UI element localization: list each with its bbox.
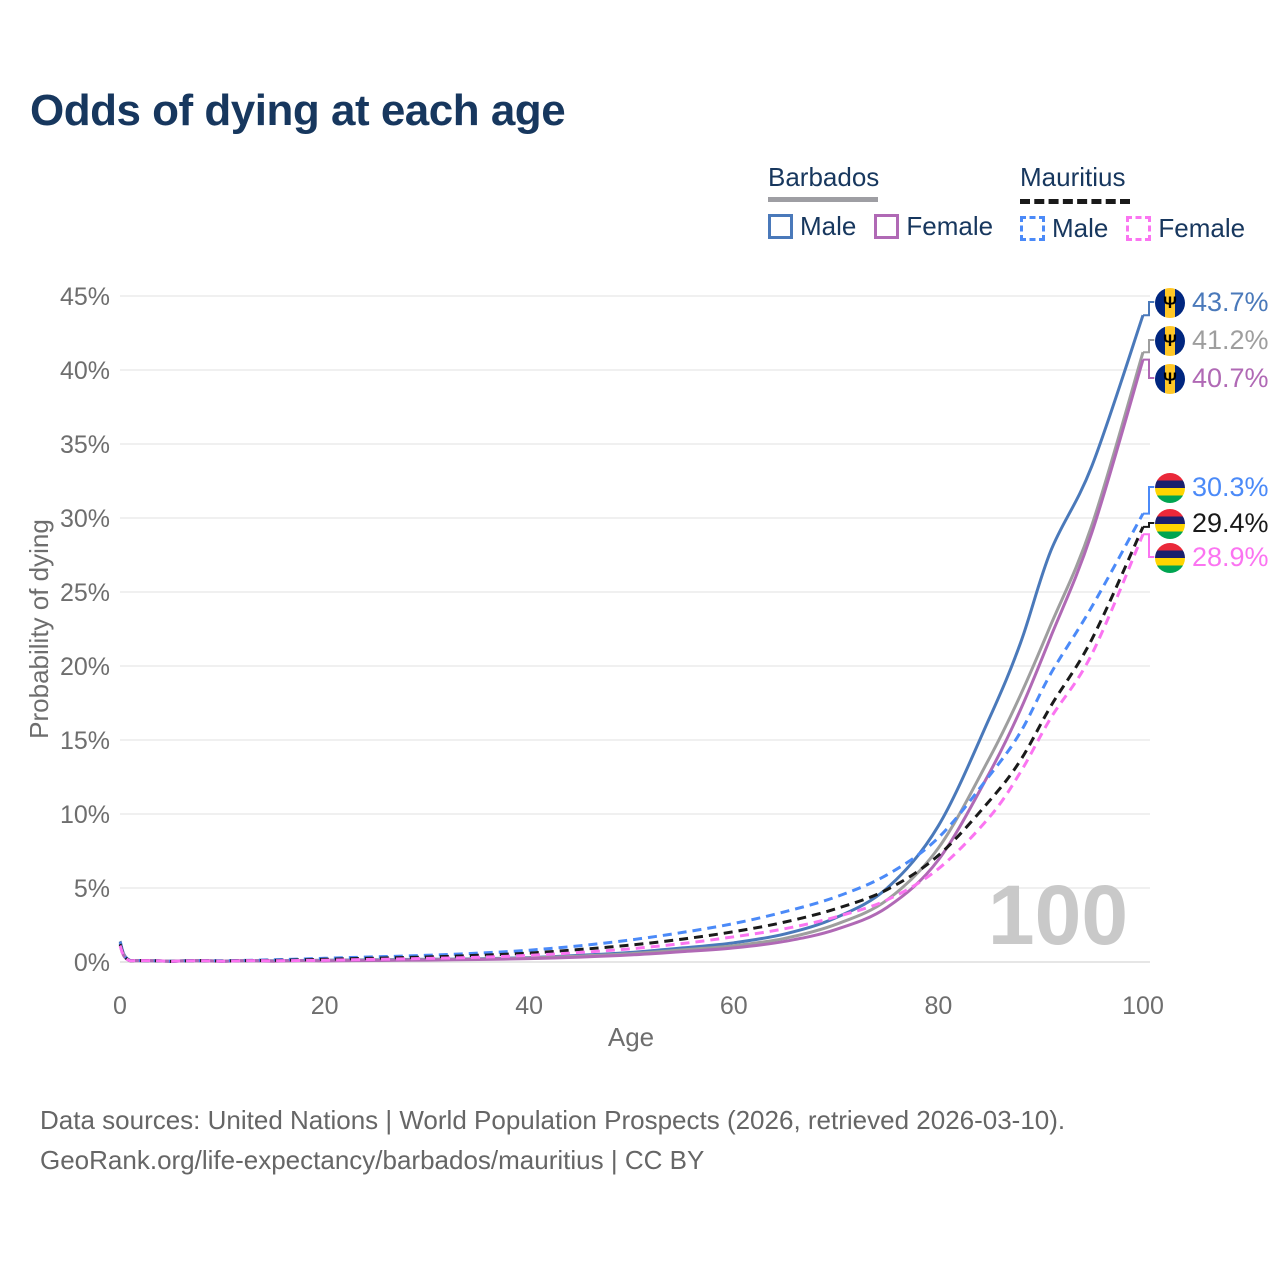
series-line-barbados-male [118, 314, 1145, 963]
grid-layer: 0% 5% 10% 15% 20% 25% 30% 35% 40% 45% 0 20 40 60 80 100 [60, 283, 1164, 1020]
legend-barbados-female-label: Female [906, 211, 994, 241]
x-tick-60: 60 [720, 992, 748, 1020]
y-tick-10: 10% [60, 801, 110, 829]
legend-mauritius-title: Mauritius [1020, 162, 1126, 192]
x-axis-title: Age [608, 1022, 654, 1052]
y-tick-0: 0% [74, 949, 110, 977]
age-watermark: 100 [988, 868, 1128, 962]
series-line-barbados-female [118, 359, 1145, 963]
legend-barbados-male-checkbox[interactable] [768, 214, 793, 239]
y-tick-30: 30% [60, 505, 110, 533]
legend-mauritius-female-label: Female [1158, 213, 1246, 243]
y-tick-25: 25% [60, 579, 110, 607]
leader-line-mauritius-male [1143, 486, 1155, 515]
series-line-mauritius-female [118, 533, 1145, 963]
legend-mauritius-male-checkbox[interactable] [1020, 216, 1045, 241]
leader-line-mauritius-both-sexes [1143, 522, 1155, 528]
legend-group-mauritius: Mauritius Male Female [1020, 162, 1263, 244]
legend-barbados-title: Barbados [768, 162, 880, 192]
x-tick-20: 20 [311, 992, 339, 1020]
y-tick-20: 20% [60, 653, 110, 681]
legend-barbados-female-checkbox[interactable] [874, 214, 900, 239]
leader-line-barbados-male [1143, 301, 1155, 317]
page-title: Odds of dying at each age [30, 86, 566, 135]
leader-line-mauritius-female [1143, 533, 1155, 558]
footer-data-sources: Data sources: United Nations | World Pop… [40, 1105, 1066, 1135]
leader-line-barbados-both-sexes [1143, 339, 1155, 354]
legend-barbados-underline [768, 197, 878, 202]
footer-attribution: GeoRank.org/life-expectancy/barbados/mau… [40, 1145, 705, 1176]
y-axis-title: Probability of dying [24, 519, 54, 739]
legend-mauritius-items: Male Female [1020, 213, 1263, 244]
y-tick-35: 35% [60, 431, 110, 459]
legend-mauritius-male-label: Male [1052, 213, 1109, 243]
leader-line-barbados-female [1143, 358, 1155, 379]
legend-mauritius-underline [1020, 199, 1130, 204]
x-tick-40: 40 [515, 992, 543, 1020]
footer: Data sources: United Nations | World Pop… [40, 1100, 1065, 1181]
odds-of-dying-chart[interactable]: 0% 5% 10% 15% 20% 25% 30% 35% 40% 45% 0 20 40 60 80 100… [0, 0, 1280, 1080]
leader-lines [1143, 301, 1155, 558]
y-tick-40: 40% [60, 357, 110, 385]
x-tick-80: 80 [924, 992, 952, 1020]
y-tick-15: 15% [60, 727, 110, 755]
x-tick-0: 0 [113, 992, 127, 1020]
legend-mauritius-female-checkbox[interactable] [1126, 216, 1152, 241]
x-tick-100: 100 [1122, 992, 1164, 1020]
legend-barbados-male-label: Male [800, 211, 857, 241]
y-tick-45: 45% [60, 283, 110, 311]
legend-barbados-items: Male Female [768, 211, 1011, 242]
series-layer [118, 314, 1145, 963]
legend-group-barbados: Barbados Male Female [768, 162, 1011, 242]
y-tick-5: 5% [74, 875, 110, 903]
